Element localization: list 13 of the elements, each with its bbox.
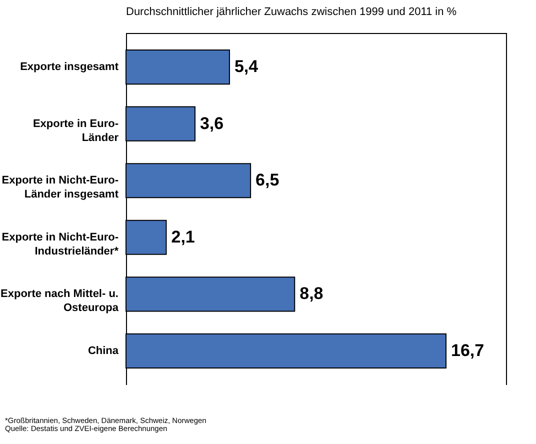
data-label: 16,7 [451,340,484,360]
data-label: 6,5 [256,170,280,190]
y-tick-label: Exporte in Nicht-Euro-Industrieländer* [2,231,120,258]
y-tick-label: Exporte in Euro-Länder [32,118,120,144]
y-tick-label: China [88,344,120,357]
data-label: 2,1 [171,227,195,246]
chart-title: Durchschnittlicher jährlicher Zuwachs zwischen 1999 und 2011 in % [126,6,457,18]
data-label: 5,4 [234,57,259,76]
data-label: 8,8 [300,284,324,304]
data-label: 3,6 [200,114,224,133]
y-tick-label: Exporte nach Mittel- u. Osteuropa [0,288,120,314]
y-tick-label: Exporte in Nicht-Euro-Länder insgesamt [2,174,119,201]
y-tick-label: Exporte insgesamt [20,61,119,74]
